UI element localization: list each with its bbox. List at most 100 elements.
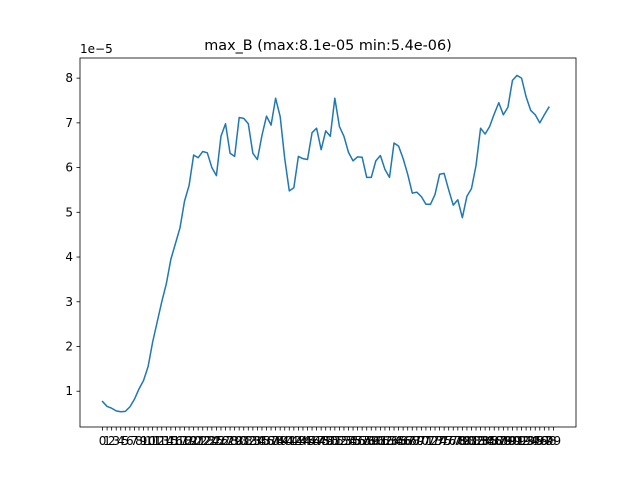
x-tick-label: 74 [432,434,447,448]
x-tick-label: 87 [491,434,506,448]
x-tick-label: 34 [250,434,265,448]
y-axis-offset-label: 1e−5 [80,42,113,56]
x-tick-label: 91 [509,434,524,448]
x-tick-label: 94 [523,434,538,448]
x-tick-label: 77 [446,434,461,448]
x-tick-label: 78 [450,434,465,448]
x-tick-label: 76 [441,434,456,448]
x-tick-label: 1 [103,434,111,448]
x-tick-label: 55 [345,434,360,448]
x-tick-label: 42 [286,434,301,448]
y-tick-label: 1 [65,384,73,398]
x-tick-label: 14 [159,434,174,448]
x-tick-label: 28 [222,434,237,448]
x-tick-label: 32 [241,434,256,448]
x-tick-label: 64 [386,434,401,448]
x-tick-label: 48 [314,434,329,448]
y-tick-label: 4 [65,250,73,264]
x-tick-label: 92 [514,434,529,448]
x-tick-label: 43 [291,434,306,448]
x-tick-label: 41 [282,434,297,448]
x-tick-label: 84 [477,434,492,448]
x-tick-label: 95 [528,434,543,448]
x-tick-label: 33 [245,434,260,448]
x-tick-label: 62 [377,434,392,448]
x-tick-label: 31 [236,434,251,448]
x-tick-label: 4 [117,434,125,448]
x-tick-label: 53 [336,434,351,448]
x-tick-label: 65 [391,434,406,448]
x-tick-label: 52 [332,434,347,448]
x-tick-label: 29 [227,434,242,448]
x-tick-label: 10 [140,434,155,448]
x-tick-label: 73 [427,434,442,448]
x-tick-label: 30 [232,434,247,448]
x-tick-label: 18 [177,434,192,448]
x-tick-label: 99 [546,434,561,448]
x-tick-label: 86 [487,434,502,448]
x-tick-label: 90 [505,434,520,448]
x-tick-label: 6 [126,434,134,448]
x-tick-label: 58 [359,434,374,448]
x-tick-label: 12 [150,434,165,448]
x-tick-label: 46 [304,434,319,448]
x-tick-label: 3 [112,434,120,448]
x-tick-label: 54 [341,434,356,448]
y-tick-label: 8 [65,71,73,85]
x-tick-label: 2 [108,434,116,448]
x-tick-label: 19 [181,434,196,448]
x-tick-label: 69 [409,434,424,448]
x-tick-label: 24 [204,434,219,448]
x-tick-label: 26 [213,434,228,448]
x-tick-label: 81 [464,434,479,448]
y-tick-label: 6 [65,161,73,175]
x-tick-label: 23 [200,434,215,448]
x-tick-label: 88 [496,434,511,448]
x-tick-label: 59 [364,434,379,448]
x-tick-label: 67 [400,434,415,448]
x-tick-label: 70 [414,434,429,448]
x-tick-label: 9 [140,434,148,448]
x-tick-label: 20 [186,434,201,448]
x-tick-label: 96 [532,434,547,448]
x-axis: 0123456789101112131415161718192021222324… [99,427,561,448]
x-tick-label: 8 [135,434,143,448]
x-tick-label: 15 [163,434,178,448]
x-tick-label: 7 [131,434,139,448]
x-tick-label: 60 [368,434,383,448]
x-tick-label: 97 [537,434,552,448]
x-tick-label: 51 [327,434,342,448]
x-tick-label: 71 [418,434,433,448]
x-tick-label: 75 [437,434,452,448]
x-tick-label: 68 [405,434,420,448]
x-tick-label: 85 [482,434,497,448]
x-tick-label: 63 [382,434,397,448]
x-tick-label: 93 [518,434,533,448]
y-axis: 1 2 3 4 5 6 7 8 [65,71,80,398]
x-tick-label: 0 [99,434,107,448]
x-tick-label: 89 [500,434,515,448]
x-tick-label: 47 [309,434,324,448]
x-tick-label: 82 [468,434,483,448]
y-tick-label: 5 [65,205,73,219]
x-tick-label: 56 [350,434,365,448]
x-tick-label: 25 [209,434,224,448]
x-tick-label: 45 [300,434,315,448]
x-tick-label: 80 [459,434,474,448]
x-tick-label: 27 [218,434,233,448]
x-tick-label: 17 [172,434,187,448]
y-tick-label: 2 [65,339,73,353]
plot-frame [79,57,577,428]
x-tick-label: 44 [295,434,310,448]
x-tick-label: 98 [541,434,556,448]
x-tick-label: 66 [396,434,411,448]
series-line [101,74,550,413]
x-tick-label: 39 [273,434,288,448]
x-tick-label: 49 [318,434,333,448]
x-tick-label: 40 [277,434,292,448]
x-tick-label: 38 [268,434,283,448]
x-tick-label: 16 [168,434,183,448]
